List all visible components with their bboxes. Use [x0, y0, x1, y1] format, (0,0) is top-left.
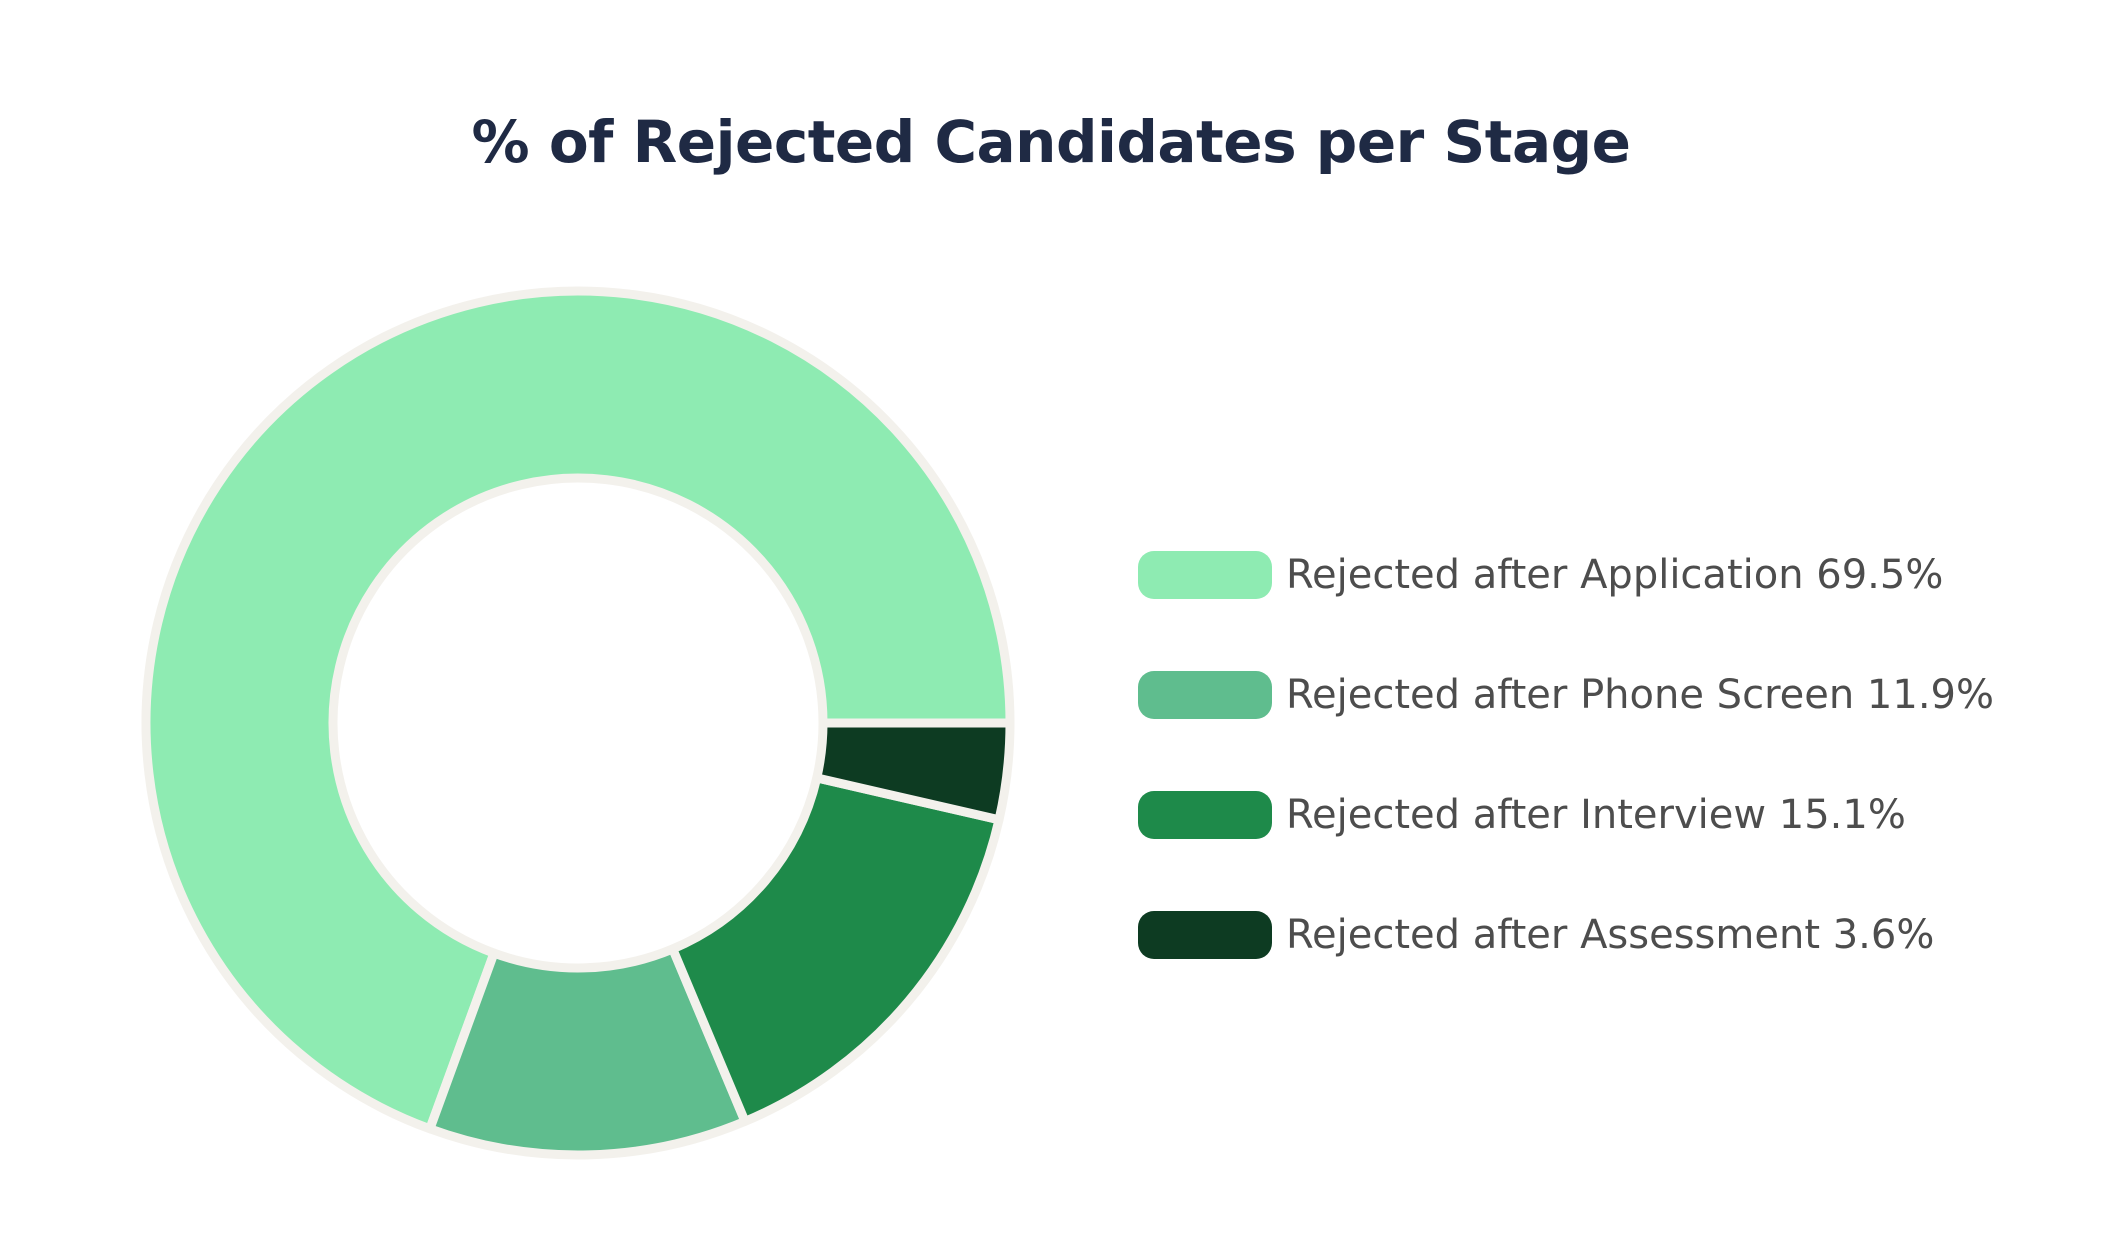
- legend-item: Rejected after Application 69.5%: [1138, 515, 1994, 635]
- legend-label: Rejected after Assessment 3.6%: [1286, 912, 1935, 958]
- legend-label: Rejected after Application 69.5%: [1286, 552, 1944, 598]
- legend-item: Rejected after Interview 15.1%: [1138, 755, 1994, 875]
- legend-swatch: [1138, 551, 1272, 599]
- chart-legend: Rejected after Application 69.5% Rejecte…: [1138, 515, 1994, 995]
- legend-swatch: [1138, 911, 1272, 959]
- legend-item: Rejected after Assessment 3.6%: [1138, 875, 1994, 995]
- chart-title: % of Rejected Candidates per Stage: [471, 108, 1631, 176]
- legend-label: Rejected after Interview 15.1%: [1286, 792, 1906, 838]
- donut-slice: [812, 718, 1015, 825]
- donut-slice: [141, 286, 1015, 1134]
- legend-label: Rejected after Phone Screen 11.9%: [1286, 672, 1994, 718]
- legend-item: Rejected after Phone Screen 11.9%: [1138, 635, 1994, 755]
- donut-slice: [668, 773, 1004, 1126]
- legend-swatch: [1138, 791, 1272, 839]
- legend-swatch: [1138, 671, 1272, 719]
